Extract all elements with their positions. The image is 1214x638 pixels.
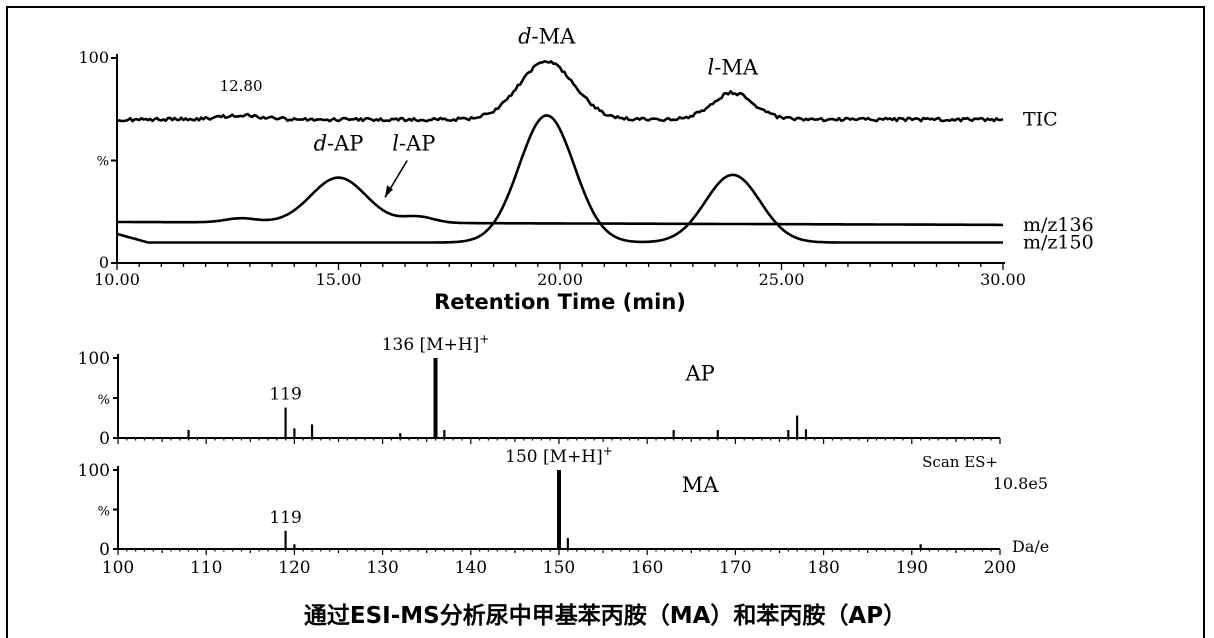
figure-frame <box>6 6 1205 638</box>
ma-x-tick-label: 150 <box>543 558 575 578</box>
peak-label-superscript: + <box>603 444 613 458</box>
annotation-prefix: d <box>518 25 531 49</box>
annotation-prefix: d <box>314 131 327 155</box>
annotation-suffix: -AP <box>327 131 363 155</box>
annotation-suffix: -MA <box>714 55 759 79</box>
annotation-prefix: l <box>708 55 715 79</box>
chrom-x-tick-label: 25.00 <box>759 270 805 289</box>
annotation-prefix: l <box>392 131 399 155</box>
trace-label-TIC: TIC <box>1023 109 1058 131</box>
trace-m-z150 <box>116 114 1003 244</box>
ap-compound-title: AP <box>684 361 714 385</box>
trace-m-z136 <box>117 176 1003 227</box>
ma-x-tick-label: 190 <box>896 558 928 578</box>
ap-y-tick-label: 0 <box>99 429 110 449</box>
peak-label-text: 119 <box>269 385 301 405</box>
annotation-l-MA: l-MA <box>708 55 759 79</box>
chrom-y-tick-label: 0 <box>99 253 109 272</box>
annotation-l-AP: l-AP <box>392 131 435 155</box>
chrom-x-tick-label: 15.00 <box>316 270 362 289</box>
ma-mass-spectrum: 0% 100 119 150 [M+H]+ MA 100 110 120 130 140 150 16… <box>78 444 1050 578</box>
ma-x-tick-label: 170 <box>719 558 751 578</box>
ma-intensity-label: 10.8e5 <box>993 474 1048 493</box>
ma-x-tick-label: 100 <box>102 558 134 578</box>
ma-x-tick-label: 140 <box>455 558 487 578</box>
ma-peak-label-150: 150 [M+H]+ <box>505 444 613 467</box>
annotation-suffix: -MA <box>532 25 577 49</box>
annotation-d-MA: d-MA <box>518 25 576 49</box>
l-ap-arrow-head <box>385 185 394 198</box>
ma-x-tick-label: 110 <box>190 558 222 578</box>
annotation-suffix: -AP <box>399 131 435 155</box>
chrom-x-tick-label: 30.00 <box>980 270 1026 289</box>
ma-x-axis-label: Da/e <box>1012 537 1049 556</box>
chromatogram-chart: 0% 100 10.00 15.00 20.00 25.00 30.00 Retention … <box>78 25 1093 314</box>
ma-y-tick-label: 100 <box>78 461 110 481</box>
ma-scan-label: Scan ES+ <box>922 453 998 471</box>
ma-compound-title: MA <box>682 473 720 497</box>
ma-x-tick-label: 200 <box>984 558 1016 578</box>
ma-x-tick-label: 120 <box>278 558 310 578</box>
trace-label-m-z136: m/z136 <box>1023 214 1094 236</box>
trace-label-m-z150: m/z150 <box>1023 232 1094 254</box>
ap-peak-label-136: 136 [M+H]+ <box>382 332 490 355</box>
chrom-x-tick-label: 20.00 <box>537 270 583 289</box>
peak-label-text: 136 [M+H] <box>382 335 480 355</box>
peak-label-superscript: + <box>479 332 489 346</box>
chrom-x-tick-label: 10.00 <box>94 270 140 289</box>
ma-peak-label-119: 119 <box>269 508 301 528</box>
figure-caption: 通过ESI-MS分析尿中甲基苯丙胺（MA）和苯丙胺（AP） <box>304 602 906 629</box>
ma-x-tick-label: 160 <box>631 558 663 578</box>
ap-mass-spectrum: 0% 100 119 136 [M+H]+ AP <box>78 332 1001 449</box>
ap-peak-label-119: 119 <box>269 385 301 405</box>
chrom-y-tick-label: 100 <box>78 48 109 67</box>
ma-y-tick-label: 0 <box>99 540 110 560</box>
peak-label-text: 150 [M+H] <box>505 447 603 467</box>
ma-x-tick-label: 180 <box>807 558 839 578</box>
peak-label-text: 119 <box>269 508 301 528</box>
chrom-x-axis-label: Retention Time (min) <box>434 290 686 314</box>
annotation-d-AP: d-AP <box>314 131 364 155</box>
ma-y-tick-label: % <box>98 505 110 520</box>
trace-TIC <box>116 60 1004 123</box>
ma-x-tick-label: 130 <box>366 558 398 578</box>
chrom-y-tick-label: % <box>97 155 109 170</box>
ap-y-tick-label: 100 <box>78 349 110 369</box>
ap-y-tick-label: % <box>98 393 110 408</box>
annotation-12-80: 12.80 <box>220 77 263 95</box>
